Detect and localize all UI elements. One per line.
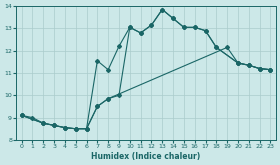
X-axis label: Humidex (Indice chaleur): Humidex (Indice chaleur) xyxy=(91,152,201,161)
